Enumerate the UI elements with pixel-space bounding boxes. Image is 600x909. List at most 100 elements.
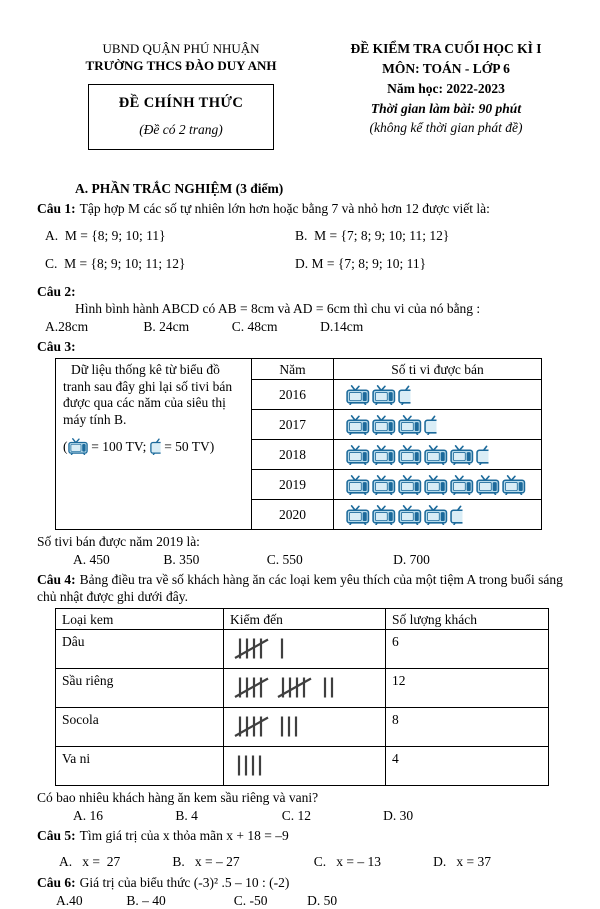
tv-icons-2016	[333, 379, 542, 410]
table-row: 2018	[56, 439, 542, 470]
tally-group-5-icon	[234, 677, 269, 698]
tv-full-icon	[346, 444, 370, 466]
question-5-label: Câu 5:	[37, 828, 76, 843]
table-row: 2017	[56, 409, 542, 440]
q6-option-a: A.40	[56, 893, 83, 908]
q2-option-c: C. 48cm	[231, 319, 278, 334]
year-cell: 2018	[251, 439, 334, 470]
q3-option-b: B. 350	[163, 552, 200, 567]
tally-singles-icon	[323, 677, 334, 698]
tv-full-icon	[346, 414, 370, 436]
q4-option-a: A. 16	[73, 808, 103, 823]
exam-duration: Thời gian làm bài: 90 phút	[370, 101, 522, 116]
tv-full-icon	[398, 444, 422, 466]
tv-full-icon	[372, 384, 396, 406]
col-header-flavor: Loại kem	[55, 608, 224, 630]
q4-option-d: D. 30	[383, 808, 414, 823]
question-4-options: A. 16 B. 4 C. 12 D. 30	[37, 807, 567, 824]
tv-half-icon	[149, 438, 161, 456]
tv-full-icon	[450, 444, 474, 466]
q1-option-d: D. M = {7; 8; 9; 10; 11}	[295, 256, 427, 271]
question-6-options: A.40 B. – 40 C. -50 D. 50	[37, 892, 567, 909]
question-2-label: Câu 2:	[37, 284, 76, 299]
question-5-options: A. x = 27 B. x = – 27 C. x = – 13 D. x =…	[37, 853, 567, 870]
question-4-question: Có bao nhiêu khách hàng ăn kem sầu riêng…	[37, 790, 319, 805]
question-3-options: A. 450 B. 350 C. 550 D. 700	[37, 551, 567, 568]
flavor-cell: Va ni	[55, 746, 224, 786]
tally-marks-vani	[223, 746, 386, 786]
exam-title-block: ĐỀ KIỂM TRA CUỐI HỌC KÌ I MÔN: TOÁN - LỚ…	[325, 40, 567, 150]
q4-option-b: B. 4	[175, 808, 198, 823]
tv-full-icon	[476, 474, 500, 496]
q6-option-b: B. – 40	[126, 893, 166, 908]
col-header-sold: Số ti vi được bán	[333, 358, 542, 380]
q2-option-d: D.14cm	[320, 319, 364, 334]
question-6-label: Câu 6:	[37, 875, 76, 890]
question-5-text: Tìm giá trị của x thỏa mãn x + 18 = –9	[79, 828, 289, 843]
question-1: Câu 1: Tập hợp M các số tự nhiên lớn hơn …	[37, 200, 567, 217]
tv-full-icon	[372, 444, 396, 466]
flavor-cell: Dâu	[55, 629, 224, 669]
tv-icons-2020	[333, 499, 542, 530]
question-3-question: Số tivi bán được năm 2019 là:	[37, 534, 200, 549]
tally-singles-icon	[280, 638, 284, 659]
count-cell: 8	[385, 707, 549, 747]
q6-option-c: C. -50	[233, 893, 268, 908]
q3-option-c: C. 550	[266, 552, 303, 567]
tally-group-5-icon	[277, 677, 312, 698]
question-6-text: Giá trị của biểu thức (-3)² .5 – 10 : (-…	[79, 875, 290, 890]
q2-option-a: A.28cm	[45, 319, 89, 334]
question-2: Câu 2:	[37, 283, 567, 300]
tally-group-5-icon	[234, 638, 269, 659]
q5-option-c: C. x = – 13	[313, 854, 381, 869]
year-cell: 2019	[251, 469, 334, 500]
tv-full-icon	[346, 504, 370, 526]
q4-option-c: C. 12	[281, 808, 312, 823]
tv-full-icon	[67, 438, 88, 456]
pictograph-legend: ( = 100 TV; = 50 TV)	[63, 438, 215, 456]
tv-full-icon	[450, 474, 474, 496]
tv-full-icon	[398, 474, 422, 496]
flavor-cell: Socola	[55, 707, 224, 747]
tally-marks-socola	[223, 707, 386, 747]
question-6: Câu 6: Giá trị của biểu thức (-3)² .5 – 1…	[37, 874, 567, 891]
official-box-title: ĐỀ CHÍNH THỨC	[118, 95, 244, 111]
tv-half-icon	[149, 438, 161, 456]
tv-icons-2017	[333, 409, 542, 440]
tally-singles-icon	[237, 755, 262, 776]
table-row: Socola 8	[55, 707, 549, 747]
tv-full-icon	[346, 474, 370, 496]
count-cell: 12	[385, 668, 549, 708]
tally-group-5-icon	[234, 716, 269, 737]
tv-icons-2019	[333, 469, 542, 500]
col-header-year: Năm	[251, 358, 334, 380]
tally-header-row: Loại kem Kiểm đến Số lượng khách	[55, 608, 549, 630]
tv-full-icon	[424, 474, 448, 496]
exam-school-year: Năm học: 2022-2023	[387, 81, 505, 96]
q6-option-d: D. 50	[307, 893, 338, 908]
flavor-cell: Sầu riêng	[55, 668, 224, 708]
official-exam-box: ĐỀ CHÍNH THỨC (Đề có 2 trang)	[88, 84, 274, 150]
count-cell: 4	[385, 746, 549, 786]
q5-option-a: A. x = 27	[59, 854, 121, 869]
tally-singles-icon	[280, 716, 298, 737]
tv-pictograph-table: Dữ liệu thống kê từ biểu đồ tranh sau đâ…	[55, 358, 542, 530]
pictograph-description: Dữ liệu thống kê từ biểu đồ tranh sau đâ…	[63, 362, 233, 427]
tv-full-icon	[372, 474, 396, 496]
question-3-label: Câu 3:	[37, 339, 76, 354]
col-header-count: Số lượng khách	[385, 608, 549, 630]
tv-full-icon	[372, 504, 396, 526]
year-cell: 2020	[251, 499, 334, 530]
exam-subject: MÔN: TOÁN - LỚP 6	[382, 61, 510, 76]
year-cell: 2016	[251, 379, 334, 410]
exam-title: ĐỀ KIỂM TRA CUỐI HỌC KÌ I	[350, 41, 542, 56]
official-box-subtitle: (Đề có 2 trang)	[139, 122, 223, 137]
table-row: 2019	[56, 469, 542, 500]
exam-header: UBND QUẬN PHÚ NHUẬN TRƯỜNG THCS ĐÀO DUY …	[37, 40, 567, 150]
tv-icons-2018	[333, 439, 542, 470]
question-1-text: Tập hợp M các số tự nhiên lớn hơn hoặc b…	[79, 201, 490, 216]
year-cell: 2017	[251, 409, 334, 440]
exam-duration-note: (không kể thời gian phát đề)	[369, 120, 523, 135]
question-3: Câu 3:	[37, 338, 567, 355]
